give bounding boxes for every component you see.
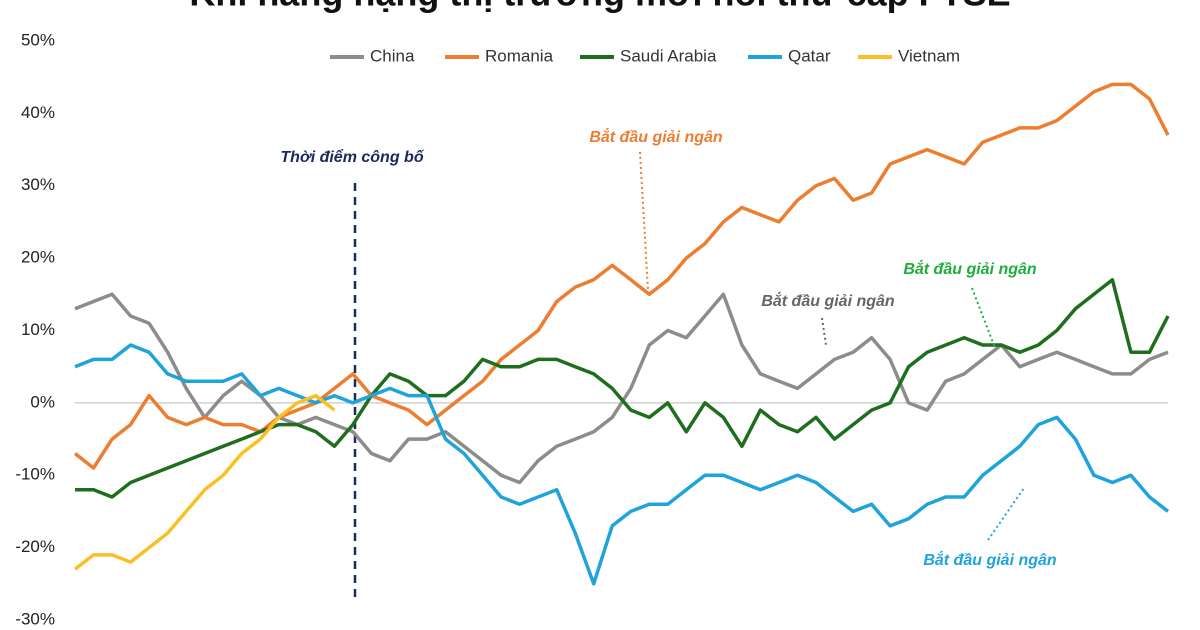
annotation: Bắt đầu giải ngân: [903, 259, 1037, 278]
legend-label: Saudi Arabia: [620, 46, 717, 65]
y-tick-label: 10%: [21, 320, 55, 339]
annotation-pointer: [971, 287, 996, 349]
annotation-pointer: [639, 151, 649, 291]
y-tick-label: 50%: [21, 30, 55, 49]
y-tick-label: 0%: [30, 392, 55, 411]
y-tick-label: 20%: [21, 248, 55, 267]
legend-label: Qatar: [788, 46, 831, 65]
y-tick-label: -10%: [15, 465, 55, 484]
annotation-pointer: [821, 317, 827, 346]
series-line: [74, 343, 1170, 586]
chart-title: Khi nâng hạng thị trường mới nổi thứ cấp…: [189, 0, 1010, 14]
series-line: [73, 393, 336, 571]
annotation: Thời điểm công bố: [280, 148, 424, 166]
series-line: [75, 278, 1170, 499]
y-tick-label: 40%: [21, 103, 55, 122]
series-line: [73, 82, 1170, 470]
legend-label: China: [370, 46, 415, 65]
annotation: Bắt đầu giải ngân: [589, 127, 723, 146]
legend-label: Vietnam: [898, 46, 960, 65]
y-tick-label: -30%: [15, 609, 55, 628]
annotation: Bắt đầu giải ngân: [761, 291, 895, 310]
annotation-pointer: [987, 487, 1025, 541]
y-tick-label: -20%: [15, 537, 55, 556]
annotation: Bắt đầu giải ngân: [923, 550, 1057, 569]
legend-label: Romania: [485, 46, 554, 65]
y-tick-label: 30%: [21, 175, 55, 194]
